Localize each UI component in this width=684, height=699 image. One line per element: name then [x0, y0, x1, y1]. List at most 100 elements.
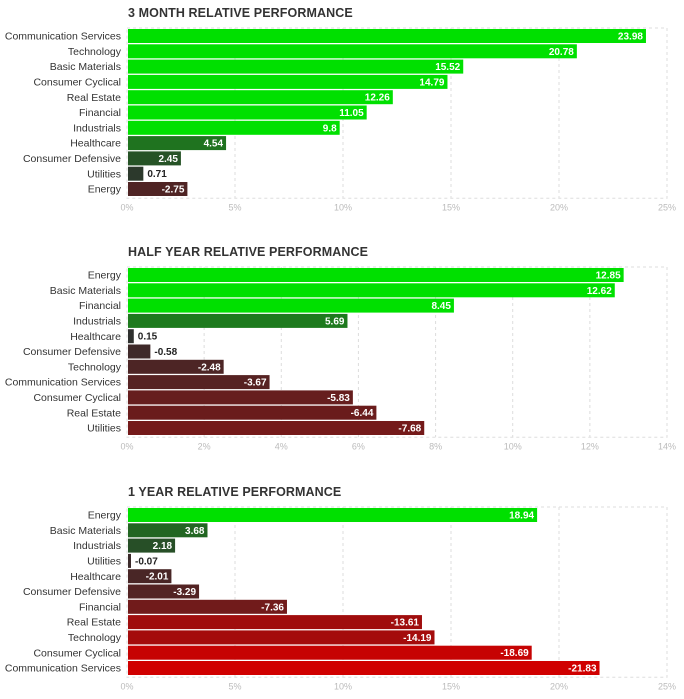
- bar: [128, 553, 131, 568]
- bar: [128, 44, 577, 59]
- x-tick-label: 2%: [198, 441, 211, 451]
- value-label: -13.61: [391, 618, 420, 629]
- value-label: 2.18: [153, 541, 173, 552]
- value-label: -6.44: [351, 408, 374, 419]
- value-label: 12.26: [365, 93, 390, 104]
- category-label: Utilities: [87, 168, 121, 180]
- chart-3-month-plot: 0% 5% 10% 15% 20% 25% Communication Services 23…: [5, 27, 676, 212]
- category-label: Consumer Defensive: [23, 346, 121, 358]
- category-label: Real Estate: [67, 407, 121, 419]
- category-label: Basic Materials: [50, 285, 121, 297]
- value-label: -2.01: [146, 572, 169, 583]
- category-label: Financial: [79, 107, 121, 119]
- category-label: Technology: [68, 632, 122, 644]
- value-label: 3.68: [185, 526, 205, 537]
- category-label: Healthcare: [70, 331, 121, 343]
- x-tick-label: 4%: [275, 441, 288, 451]
- value-label: 4.54: [204, 139, 224, 150]
- category-label: Real Estate: [67, 617, 121, 629]
- bar: [128, 661, 600, 675]
- category-label: Financial: [79, 601, 121, 613]
- x-tick-label: 15%: [442, 202, 460, 212]
- bar: [128, 405, 377, 420]
- value-label: 12.62: [587, 286, 612, 297]
- value-label: -5.83: [327, 393, 350, 404]
- value-label: 0.71: [147, 169, 167, 180]
- chart-1-year-plot: 0% 5% 10% 15% 20% 25% Energy 18.94 Basic Materia…: [5, 506, 676, 691]
- plot-frame: [126, 266, 668, 438]
- category-label: Utilities: [87, 556, 121, 568]
- x-tick-label: 0%: [120, 681, 133, 691]
- category-label: Energy: [88, 510, 122, 522]
- bar: [128, 120, 340, 135]
- value-label: 20.78: [549, 47, 574, 58]
- x-tick-label: 25%: [658, 681, 676, 691]
- plot-frame: [126, 27, 668, 199]
- value-label: -21.83: [568, 664, 597, 675]
- category-label: Financial: [79, 300, 121, 312]
- bar: [128, 74, 448, 89]
- x-tick-label: 20%: [550, 681, 568, 691]
- x-tick-label: 10%: [334, 202, 352, 212]
- bar: [128, 29, 646, 43]
- category-label: Technology: [68, 361, 122, 373]
- bar: [128, 645, 532, 660]
- x-tick-label: 10%: [504, 441, 522, 451]
- x-tick-label: 0%: [120, 202, 133, 212]
- x-tick-label: 5%: [228, 681, 241, 691]
- value-label: -7.68: [398, 424, 421, 435]
- bar: [128, 523, 208, 538]
- x-tick-label: 25%: [658, 202, 676, 212]
- x-tick-label: 15%: [442, 681, 460, 691]
- category-label: Communication Services: [5, 377, 121, 389]
- category-label: Industrials: [73, 122, 121, 134]
- x-tick-label: 5%: [228, 202, 241, 212]
- value-label: -0.58: [154, 347, 177, 358]
- bar: [128, 166, 144, 181]
- category-label: Communication Services: [5, 31, 121, 43]
- category-label: Basic Materials: [50, 61, 121, 73]
- bar: [128, 599, 287, 614]
- x-tick-label: 10%: [334, 681, 352, 691]
- x-tick-label: 14%: [658, 441, 676, 451]
- bar: [128, 630, 435, 645]
- bar: [128, 298, 454, 313]
- value-label: 23.98: [618, 32, 643, 43]
- bar: [128, 615, 422, 630]
- bar: [128, 151, 181, 166]
- bar: [128, 283, 615, 298]
- category-label: Healthcare: [70, 571, 121, 583]
- value-label: 18.94: [509, 511, 534, 522]
- bar: [128, 569, 172, 584]
- bar: [128, 90, 393, 105]
- chart-half-year-plot: 0% 2% 4% 6% 8% 10% 12% 14% Energy 12.85 Basic Mate…: [5, 266, 676, 451]
- bar: [128, 538, 176, 553]
- bar: [128, 313, 348, 328]
- category-label: Technology: [68, 46, 122, 58]
- category-label: Energy: [88, 270, 122, 282]
- category-label: Utilities: [87, 423, 121, 435]
- x-tick-label: 0%: [120, 441, 133, 451]
- category-label: Consumer Defensive: [23, 586, 121, 598]
- value-label: 2.45: [158, 154, 178, 165]
- value-label: -2.75: [162, 185, 185, 196]
- bar: [128, 59, 464, 74]
- value-label: -7.36: [261, 602, 284, 613]
- value-label: 12.85: [596, 271, 621, 282]
- x-tick-label: 6%: [352, 441, 365, 451]
- chart-title: 3 MONTH RELATIVE PERFORMANCE: [128, 6, 353, 20]
- value-label: 15.52: [435, 62, 460, 73]
- category-label: Industrials: [73, 540, 121, 552]
- x-tick-label: 8%: [429, 441, 442, 451]
- bar: [128, 329, 134, 344]
- bar: [128, 359, 224, 374]
- value-label: -3.67: [244, 378, 267, 389]
- value-label: -3.29: [173, 587, 196, 598]
- value-label: -2.48: [198, 362, 221, 373]
- value-label: 8.45: [431, 301, 451, 312]
- value-label: -14.19: [403, 633, 432, 644]
- plot-frame: [126, 506, 668, 678]
- category-label: Real Estate: [67, 92, 121, 104]
- category-label: Industrials: [73, 316, 121, 328]
- chart-title: 1 YEAR RELATIVE PERFORMANCE: [128, 485, 342, 499]
